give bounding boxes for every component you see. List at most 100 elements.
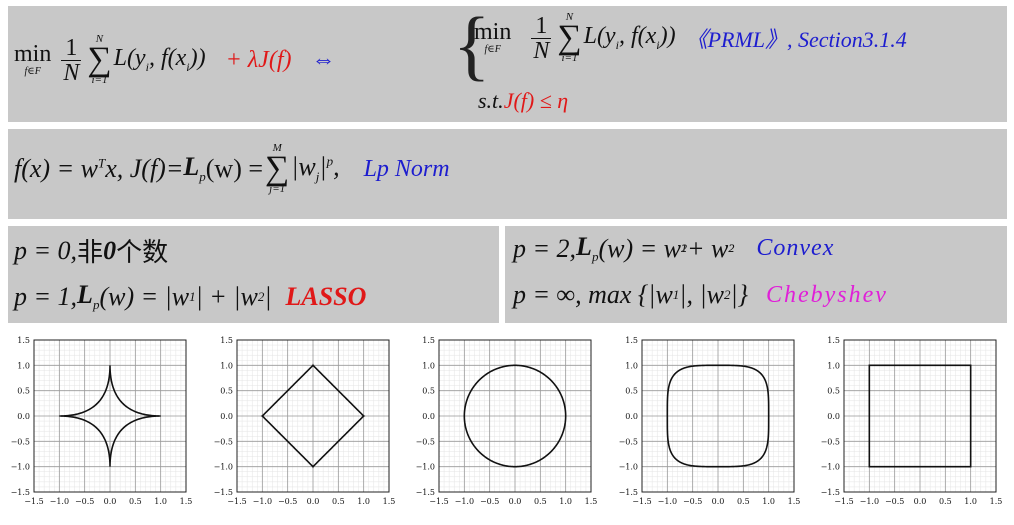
x-tick-label: −1.0 <box>455 497 474 506</box>
x-tick-label: 1.5 <box>990 497 1003 506</box>
unit-ball-curve <box>868 364 972 468</box>
constrained-loss-term: L(yi, f(xi)) <box>583 23 676 52</box>
y-tick-label: 1.0 <box>220 361 233 370</box>
x-tick-label: 0.0 <box>712 497 725 506</box>
y-tick-label: 0.0 <box>220 412 233 421</box>
y-tick-label: 1.5 <box>17 336 30 345</box>
y-tick-label: 1.5 <box>625 336 638 345</box>
x-tick-label: 0.0 <box>307 497 320 506</box>
x-tick-label: −0.5 <box>480 497 499 506</box>
x-tick-label: 0.5 <box>534 497 547 506</box>
penalty-term: + λJ(f) <box>225 46 292 73</box>
y-tick-label: −0.5 <box>214 437 233 446</box>
x-tick-label: −1.0 <box>860 497 879 506</box>
plot-frame <box>438 339 592 493</box>
left-brace: { <box>453 1 491 88</box>
y-tick-label: −1.5 <box>821 488 840 497</box>
x-tick-label: −1.0 <box>253 497 272 506</box>
objective-panel: min f∈F 1 N N ∑ i=1 L(yi, f(xi)) + λJ(f)… <box>8 6 1007 122</box>
y-tick-label: 0.0 <box>625 412 638 421</box>
chebyshev-label: Chebyshev <box>765 281 888 308</box>
y-tick-label: −1.5 <box>214 488 233 497</box>
y-tick-label: 0.0 <box>422 412 435 421</box>
plot-frame <box>641 339 795 493</box>
convex-label: Convex <box>756 235 835 262</box>
average-fraction: 1 N <box>61 34 82 86</box>
unit-ball-plot-4: −1.5−1.5 −1.0 −1.0 −0.5 −0.5 0.0 0.0 0.5 0.5 1.0 1… <box>619 336 801 506</box>
x-tick-label: 0.5 <box>737 497 750 506</box>
y-tick-label: 1.0 <box>422 361 435 370</box>
x-tick-label: −1.5 <box>227 497 246 506</box>
y-tick-label: −0.5 <box>821 437 840 446</box>
x-tick-label: −1.5 <box>24 497 43 506</box>
x-tick-label: 1.5 <box>585 497 598 506</box>
y-tick-label: −1.5 <box>619 488 638 497</box>
lp-norm-label: Lp Norm <box>363 155 450 182</box>
norm-definition-panel: f(x) = wTx, J(f)= Lp (w) = M ∑ j=1 |wj|p… <box>8 129 1007 219</box>
y-tick-label: −0.5 <box>11 437 30 446</box>
x-tick-label: −0.5 <box>75 497 94 506</box>
unit-ball-curve <box>260 363 366 469</box>
x-tick-label: −0.5 <box>683 497 702 506</box>
unit-ball-plot-2: −1.5−1.5 −1.0 −1.0 −0.5 −0.5 0.0 0.0 0.5 0.5 1.0 1… <box>214 336 396 506</box>
x-tick-label: 1.0 <box>559 497 572 506</box>
y-tick-label: 0.0 <box>17 412 30 421</box>
y-tick-label: 0.5 <box>17 387 30 396</box>
y-tick-label: 1.0 <box>625 361 638 370</box>
x-tick-label: 1.0 <box>357 497 370 506</box>
sparse-norms-panel: p = 0, 非 0 个数 p = 1, Lp (w) = |w 1 | + |w 2 | … <box>8 226 499 323</box>
equivalence-symbol: ⇔ <box>311 46 336 73</box>
x-tick-label: 0.5 <box>332 497 345 506</box>
x-tick-label: 1.0 <box>762 497 775 506</box>
x-tick-label: 0.0 <box>509 497 522 506</box>
x-tick-label: −0.5 <box>885 497 904 506</box>
y-tick-label: −1.0 <box>11 463 30 472</box>
y-tick-label: 0.5 <box>220 387 233 396</box>
reference-label: 《PRML》, Section3.1.4 <box>685 27 907 52</box>
x-tick-label: 0.5 <box>939 497 952 506</box>
y-tick-label: −0.5 <box>416 437 435 446</box>
x-tick-label: 0.0 <box>914 497 927 506</box>
y-tick-label: 1.5 <box>220 336 233 345</box>
constraint-term: J(f) ≤ η <box>503 88 569 113</box>
unit-ball-plot-1: −1.5−1.5 −1.0 −1.0 −0.5 −0.5 0.0 0.0 0.5 0.5 1.0 1… <box>11 336 193 506</box>
x-tick-label: 1.5 <box>788 497 801 506</box>
y-tick-label: −1.0 <box>619 463 638 472</box>
x-tick-label: −1.5 <box>632 497 651 506</box>
min-operator: min f∈F <box>14 41 52 77</box>
unit-ball-curve <box>59 365 161 467</box>
x-tick-label: 1.0 <box>964 497 977 506</box>
x-tick-label: −1.5 <box>429 497 448 506</box>
x-tick-label: −1.0 <box>658 497 677 506</box>
x-tick-label: −1.0 <box>50 497 69 506</box>
y-tick-label: 0.0 <box>827 412 840 421</box>
y-tick-label: 0.5 <box>422 387 435 396</box>
unit-ball-curve <box>666 364 770 468</box>
y-tick-label: −1.5 <box>416 488 435 497</box>
x-tick-label: −0.5 <box>278 497 297 506</box>
plot-frame <box>843 339 997 493</box>
unit-ball-plot-3: −1.5−1.5 −1.0 −1.0 −0.5 −0.5 0.0 0.0 0.5 0.5 1.0 1… <box>416 336 598 506</box>
y-tick-label: −1.0 <box>416 463 435 472</box>
plot-frame <box>236 339 390 493</box>
constrained-average-fraction: 1 N <box>531 12 552 64</box>
y-tick-label: 1.0 <box>17 361 30 370</box>
x-tick-label: 0.5 <box>129 497 142 506</box>
unit-ball-plots: −1.5 −1.5 −1.0 −1.0 −0.5 −0.5 0.0 0.0 0.5 0.5 1.0 1… <box>0 330 1014 525</box>
plot-frame <box>33 339 187 493</box>
constrained-min-operator: min f∈F <box>474 19 512 55</box>
x-tick-label: 1.5 <box>383 497 396 506</box>
y-tick-label: 0.5 <box>827 387 840 396</box>
y-tick-label: 1.5 <box>827 336 840 345</box>
norm-symbol: Lp <box>183 152 206 185</box>
y-tick-label: −1.0 <box>821 463 840 472</box>
norm-sum-operator: M ∑ j=1 <box>265 142 290 195</box>
x-tick-label: −1.5 <box>834 497 853 506</box>
y-tick-label: 1.5 <box>422 336 435 345</box>
constrained-sum-operator: N ∑ i=1 <box>557 11 582 64</box>
y-tick-label: −0.5 <box>619 437 638 446</box>
y-tick-label: 0.5 <box>625 387 638 396</box>
model-definition: f(x) = wTx, J(f)= <box>14 154 184 183</box>
x-tick-label: 1.5 <box>180 497 193 506</box>
